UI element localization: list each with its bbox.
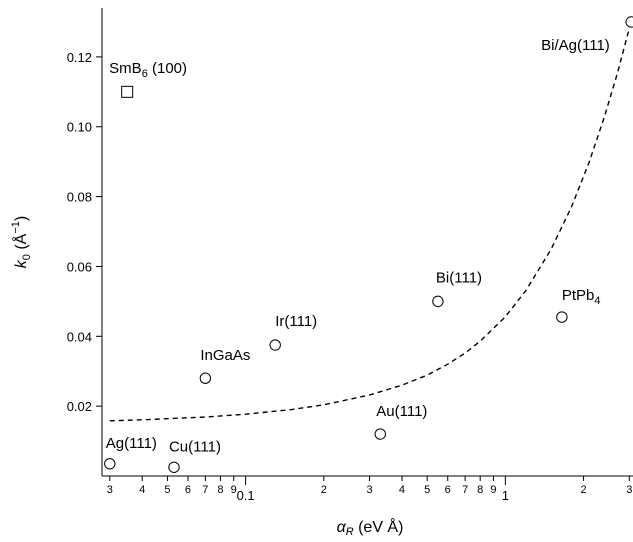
y-axis-title: k0 (Å−1) [10, 216, 33, 268]
y-tick-label: 0.04 [67, 329, 92, 344]
point-cu-111-label: Cu(111) [169, 438, 221, 455]
point-ir-111-marker [269, 339, 281, 351]
x-minor-tick-label: 9 [231, 484, 237, 496]
x-minor-tick-label: 9 [490, 484, 496, 496]
point-smb-marker [121, 85, 134, 98]
x-minor-tick-label: 7 [202, 484, 208, 496]
point-ir-111-label: Ir(111) [275, 313, 317, 330]
x-major-tick-label: 1 [502, 488, 509, 503]
x-minor-tick-label: 7 [462, 484, 468, 496]
x-minor-tick-label: 2 [580, 484, 586, 496]
x-minor-tick-label: 2 [321, 484, 327, 496]
x-minor-tick-label: 3 [626, 484, 632, 496]
fit-curve-layer [109, 28, 630, 422]
point-ag-111-marker [104, 458, 116, 470]
y-tick-label: 0.08 [67, 190, 92, 205]
x-minor-tick-label: 5 [164, 484, 170, 496]
y-tick-label: 0.02 [67, 399, 92, 414]
x-minor-tick-label: 6 [185, 484, 191, 496]
point-ingaas-marker [199, 372, 212, 384]
fit-curve [109, 28, 630, 422]
x-minor-tick-label: 4 [139, 484, 145, 496]
point-bi-ag-111-label: Bi/Ag(111) [541, 37, 610, 54]
x-minor-tick-label: 5 [424, 484, 430, 496]
data-points [104, 16, 633, 473]
x-minor-tick-label: 8 [477, 484, 483, 496]
point-ingaas-label: InGaAs [200, 347, 250, 364]
x-axis-title: αR (eV Å) [337, 517, 404, 538]
point-bi-111-marker [432, 295, 444, 308]
y-tick-label: 0.06 [67, 259, 92, 274]
y-tick-label: 0.12 [67, 50, 92, 65]
point-bi-111-label: Bi(111) [436, 269, 482, 286]
x-minor-tick-label: 6 [445, 484, 451, 496]
axes [101, 8, 633, 477]
x-minor-tick-label: 3 [107, 484, 113, 496]
tick-marks: 0.020.040.060.080.100.120.1 13 4 5 6 7 8 9 2 3 4 5 6… [67, 50, 633, 503]
point-labels: Ag(111) Cu(111) InGaAs Ir(111) Au(111) Bi(111… [106, 37, 610, 455]
x-minor-tick-label: 4 [399, 484, 405, 496]
point-cu-111-marker [168, 461, 180, 473]
point-ag-111-label: Ag(111) [106, 435, 157, 452]
x-minor-tick-label: 3 [366, 484, 372, 496]
y-tick-label: 0.10 [67, 120, 92, 135]
x-major-tick-label: 0.1 [237, 488, 255, 503]
point-au-111-label: Au(111) [376, 403, 427, 420]
point-au-111-marker [374, 428, 386, 440]
point-smb-label: SmB6 (100) [109, 60, 187, 80]
x-minor-tick-label: 8 [217, 484, 223, 496]
point-ptpb-label: PtPb4 [562, 287, 601, 307]
point-bi-ag-111-marker [625, 16, 633, 28]
point-ptpb-marker [556, 311, 568, 323]
